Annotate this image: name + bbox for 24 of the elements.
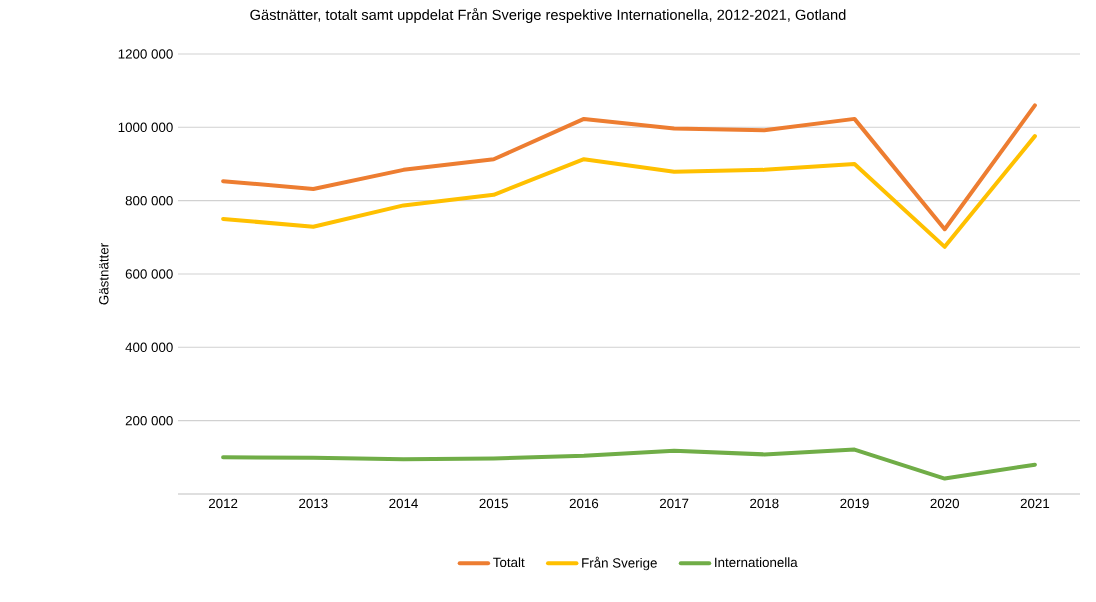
chart-title: Gästnätter, totalt samt uppdelat Från Sverige respektive Internationella, 2012-2021, Gotland xyxy=(250,8,846,23)
y-axis-title: Gästnätter xyxy=(99,243,109,305)
y-tick-label: 1000 000 xyxy=(118,122,173,133)
y-tick-label: 800 000 xyxy=(125,195,173,206)
x-tick-label: 2015 xyxy=(479,498,508,509)
legend-label: Från Sverige xyxy=(582,556,657,571)
x-tick-label: 2020 xyxy=(930,498,960,509)
x-tick-label: 2021 xyxy=(1020,498,1050,509)
x-tick-label: 2018 xyxy=(750,498,779,509)
x-tick-label: 2019 xyxy=(840,498,869,509)
legend-label: Totalt xyxy=(493,557,525,568)
line-series xyxy=(221,103,1037,232)
y-tick-label: 600 000 xyxy=(125,269,173,279)
x-tick-label: 2012 xyxy=(208,498,238,509)
y-tick-label: 1200 000 xyxy=(118,49,173,59)
line-series xyxy=(221,134,1037,249)
line-series xyxy=(221,447,1037,481)
x-tick-label: 2016 xyxy=(569,498,599,509)
x-tick-label: 2017 xyxy=(659,498,689,509)
x-tick-label: 2014 xyxy=(389,498,418,509)
y-tick-label: 400 000 xyxy=(125,342,173,353)
y-tick-label: 200 000 xyxy=(125,415,173,426)
legend-label: Internationella xyxy=(715,557,798,568)
x-tick-label: 2013 xyxy=(299,498,328,509)
